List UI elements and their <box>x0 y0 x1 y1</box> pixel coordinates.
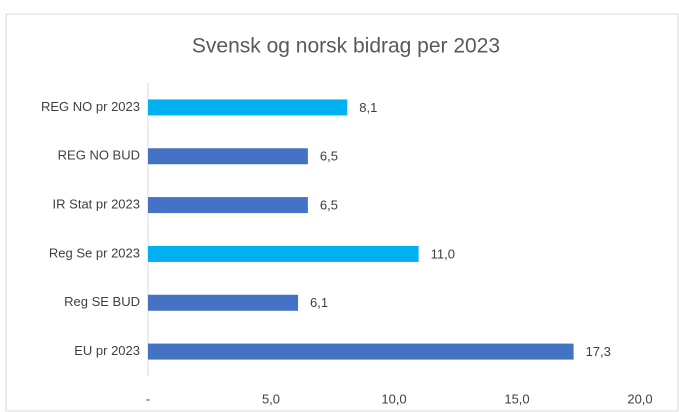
y-tick-label: REG NO BUD <box>58 148 140 163</box>
bar <box>148 245 419 262</box>
x-tick-label: 20,0 <box>627 391 652 406</box>
bar <box>148 148 308 165</box>
value-label: 11,0 <box>431 246 455 261</box>
bar <box>148 294 299 311</box>
value-label: 6,5 <box>320 198 338 213</box>
bar <box>148 343 574 360</box>
value-label: 6,1 <box>310 295 328 310</box>
y-tick-label: Reg Se pr 2023 <box>49 245 140 260</box>
x-tick-label: - <box>146 391 150 406</box>
bar <box>148 197 308 214</box>
y-tick-label: REG NO pr 2023 <box>41 99 140 114</box>
y-tick-label: IR Stat pr 2023 <box>53 197 140 212</box>
y-tick-label: Reg SE BUD <box>64 294 140 309</box>
y-tick-label: EU pr 2023 <box>74 343 140 358</box>
bar <box>148 99 348 116</box>
value-label: 6,5 <box>320 149 338 164</box>
x-tick-label: 15,0 <box>504 391 529 406</box>
value-label: 8,1 <box>359 100 377 115</box>
x-tick-label: 10,0 <box>381 391 406 406</box>
chart-title: Svensk og norsk bidrag per 2023 <box>192 35 500 58</box>
value-label: 17,3 <box>586 344 611 359</box>
x-tick-label: 5,0 <box>262 391 280 406</box>
